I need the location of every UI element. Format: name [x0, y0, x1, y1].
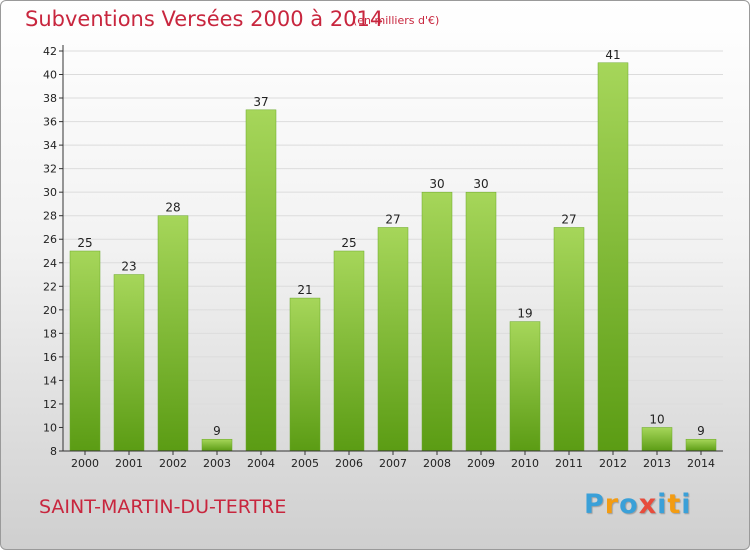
x-tick-label-2010: 2010 — [511, 457, 539, 470]
bar-2014 — [685, 438, 717, 452]
value-label-2010: 19 — [517, 307, 532, 321]
x-tick-label-2007: 2007 — [379, 457, 407, 470]
bar-2012 — [597, 62, 629, 452]
value-label-2012: 41 — [605, 48, 620, 62]
bar-2003 — [201, 438, 233, 452]
bars — [69, 62, 717, 452]
bar-2009 — [465, 191, 497, 452]
y-tick-label-24: 24 — [43, 257, 57, 270]
y-tick-label-40: 40 — [43, 69, 57, 82]
bar-2004 — [245, 109, 277, 452]
y-tick-label-26: 26 — [43, 233, 57, 246]
value-label-2005: 21 — [297, 283, 312, 297]
bar-2007 — [377, 227, 409, 452]
x-tick-label-2011: 2011 — [555, 457, 583, 470]
x-tick-label-2004: 2004 — [247, 457, 275, 470]
x-tick-label-2005: 2005 — [291, 457, 319, 470]
x-tick-label-2000: 2000 — [71, 457, 99, 470]
chart-title: Subventions Versées 2000 à 2014 — [25, 7, 384, 31]
y-tick-label-10: 10 — [43, 421, 57, 434]
value-label-2009: 30 — [473, 177, 488, 191]
value-label-2008: 30 — [429, 177, 444, 191]
x-tick-label-2008: 2008 — [423, 457, 451, 470]
labels: 8 10 12 14 16 18 20 22 24 26 28 30 32 34 36 38 40 42 25 200… — [43, 45, 715, 470]
bar-2010 — [509, 321, 541, 452]
y-tick-label-18: 18 — [43, 327, 57, 340]
logo-letter: x — [638, 489, 658, 520]
logo-letter: r — [604, 489, 620, 520]
value-label-2000: 25 — [77, 236, 92, 250]
x-tick-label-2003: 2003 — [203, 457, 231, 470]
axes — [59, 45, 723, 455]
y-tick-label-20: 20 — [43, 304, 57, 317]
bar-2013 — [641, 427, 673, 452]
value-label-2004: 37 — [253, 95, 268, 109]
value-label-2007: 27 — [385, 212, 400, 226]
value-label-2014: 9 — [697, 424, 705, 438]
x-tick-label-2009: 2009 — [467, 457, 495, 470]
bar-2008 — [421, 191, 453, 452]
y-tick-label-28: 28 — [43, 210, 57, 223]
x-tick-label-2013: 2013 — [643, 457, 671, 470]
bar-2001 — [113, 274, 145, 452]
proxiti-logo: Proxiti — [584, 489, 692, 520]
y-tick-label-22: 22 — [43, 280, 57, 293]
logo-letter: o — [619, 489, 639, 520]
y-tick-label-38: 38 — [43, 92, 57, 105]
x-tick-label-2014: 2014 — [687, 457, 715, 470]
bar-2002 — [157, 215, 189, 452]
x-tick-label-2002: 2002 — [159, 457, 187, 470]
y-tick-label-34: 34 — [43, 139, 57, 152]
y-tick-label-42: 42 — [43, 45, 57, 58]
chart-unit-note: (en milliers d'€) — [353, 14, 440, 27]
value-label-2006: 25 — [341, 236, 356, 250]
y-tick-label-8: 8 — [50, 445, 57, 458]
y-tick-label-16: 16 — [43, 351, 57, 364]
value-label-2003: 9 — [213, 424, 221, 438]
logo-letter: i — [681, 489, 692, 520]
value-label-2002: 28 — [165, 201, 180, 215]
x-tick-label-2006: 2006 — [335, 457, 363, 470]
logo-letter: i — [657, 489, 668, 520]
y-tick-label-36: 36 — [43, 116, 57, 129]
value-label-2011: 27 — [561, 212, 576, 226]
value-label-2001: 23 — [121, 260, 136, 274]
bar-2006 — [333, 250, 365, 452]
logo-letter: t — [667, 489, 682, 520]
y-tick-label-32: 32 — [43, 163, 57, 176]
logo-letter: P — [584, 489, 605, 520]
bar-2005 — [289, 297, 321, 452]
y-tick-label-12: 12 — [43, 398, 57, 411]
y-tick-label-30: 30 — [43, 186, 57, 199]
value-label-2013: 10 — [649, 412, 664, 426]
y-tick-label-14: 14 — [43, 374, 57, 387]
bar-2000 — [69, 250, 101, 452]
x-tick-label-2001: 2001 — [115, 457, 143, 470]
x-tick-label-2012: 2012 — [599, 457, 627, 470]
commune-name: SAINT-MARTIN-DU-TERTRE — [39, 496, 287, 518]
bar-2011 — [553, 227, 585, 452]
